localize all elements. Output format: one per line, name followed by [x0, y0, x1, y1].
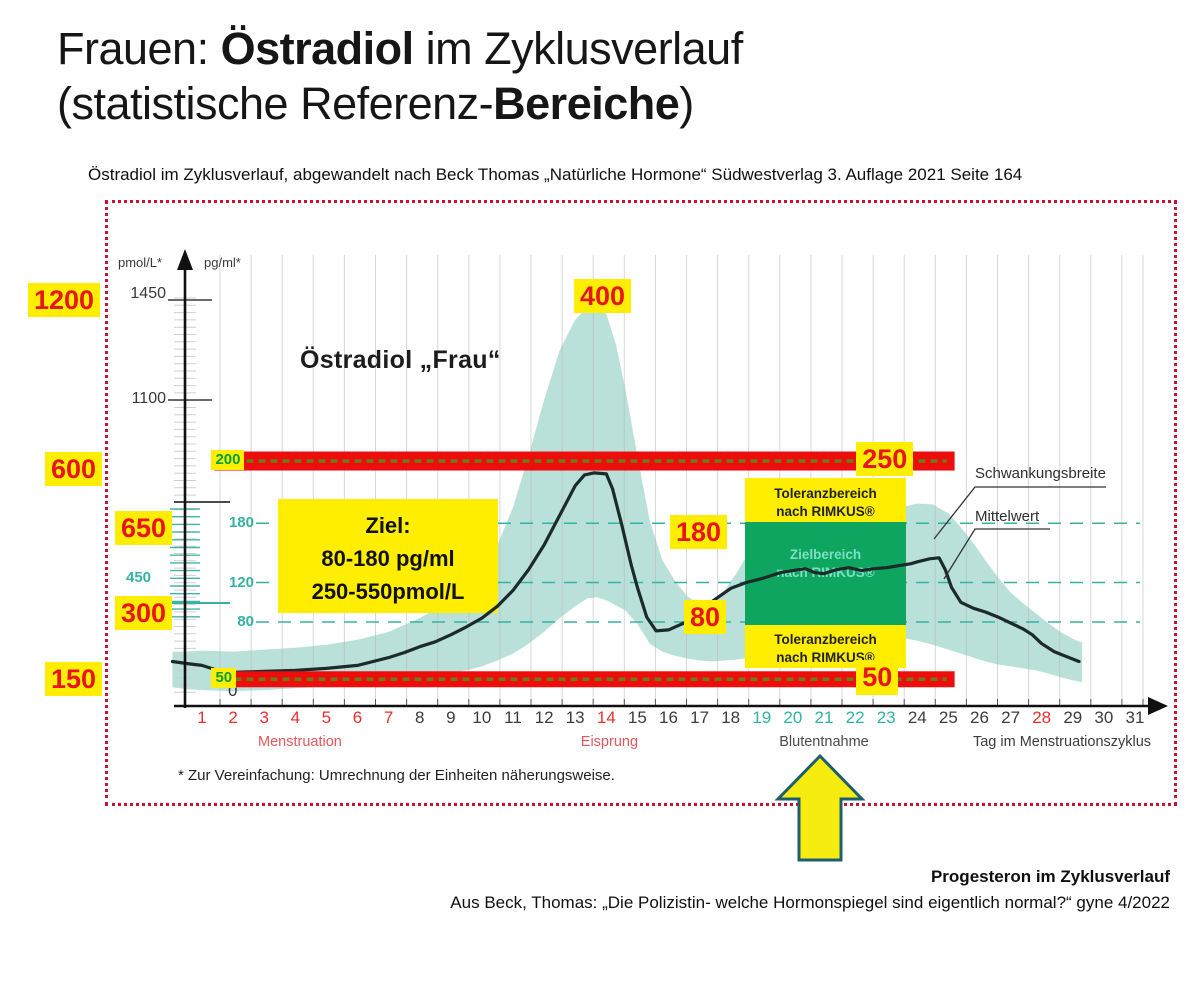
day-label-9: 9 — [446, 708, 456, 727]
side-label-600: 600 — [45, 452, 103, 487]
day-label-21: 21 — [814, 708, 834, 727]
day-label-13: 13 — [565, 708, 585, 727]
x-axis-title: Tag im Menstruationszyklus — [972, 734, 1152, 750]
day-label-2: 2 — [228, 708, 238, 727]
day-label-23: 23 — [876, 708, 896, 727]
tolerance-bottom-line2: nach RIMKUS® — [776, 649, 875, 665]
side-label-150: 150 — [45, 662, 103, 697]
day-label-5: 5 — [321, 708, 332, 727]
line-legend-label: Mittelwert — [975, 508, 1040, 525]
side-label-450: 450 — [126, 569, 152, 586]
page-title: Frauen: Östradiol im Zyklusverlauf (stat… — [57, 22, 743, 132]
title-part: im Zyklusverlauf — [413, 23, 744, 74]
target-range-box: Ziel: 80-180 pg/ml 250-550pmol/L — [278, 499, 498, 613]
day-label-22: 22 — [845, 708, 865, 727]
pmol-tick-label-1450: 1450 — [130, 285, 166, 303]
day-label-27: 27 — [1001, 708, 1021, 727]
source-subtitle: Östradiol im Zyklusverlauf, abgewandelt … — [88, 165, 1023, 184]
day-label-19: 19 — [752, 708, 772, 727]
tolerance-top-line2: nach RIMKUS® — [776, 503, 875, 519]
day-label-8: 8 — [414, 708, 425, 727]
side-label-1200: 1200 — [28, 283, 101, 318]
day-label-11: 11 — [504, 708, 522, 727]
tolerance-range-top-box: Toleranzbereich nach RIMKUS® — [745, 478, 906, 522]
title-part-bold: Östradiol — [220, 23, 415, 74]
phase-label-eisprung: Eisprung — [580, 734, 639, 750]
chart-label-layer: pmol/L* pg/ml* Östradiol „Frau“ 400 180 … — [108, 203, 1174, 803]
y-axis-unit-pg: pg/ml* — [204, 255, 241, 270]
chart-frame: Ziel: 80-180 pg/ml 250-550pmol/L Toleran… — [105, 200, 1177, 806]
band-legend-label: Schwankungsbreite — [975, 465, 1106, 482]
x-axis-arrowhead — [1148, 697, 1168, 715]
line-legend-callout — [943, 528, 1050, 580]
side-label-650: 650 — [115, 511, 173, 546]
pmol-tick-label-1100: 1100 — [131, 389, 166, 407]
bar-left-label-200: 200 — [211, 450, 245, 470]
day-label-10: 10 — [472, 708, 492, 727]
day-label-31: 31 — [1125, 708, 1145, 727]
title-part: Frauen: — [57, 23, 221, 74]
title-part-bold: Bereiche — [493, 77, 680, 129]
day-label-18: 18 — [721, 708, 741, 727]
pg-guide-label-120: 120 — [228, 573, 254, 591]
day-label-16: 16 — [659, 708, 678, 727]
day-label-30: 30 — [1094, 708, 1114, 727]
day-label-26: 26 — [970, 708, 989, 727]
title-part: (statistische Referenz- — [57, 77, 494, 129]
day-label-1: 1 — [197, 708, 207, 727]
phase-label-blutentnahme: Blutentnahme — [779, 734, 869, 750]
footer-source: Aus Beck, Thomas: „Die Polizistin- welch… — [450, 893, 1170, 912]
phase-label-menstruation: Menstruation — [258, 734, 342, 750]
day-label-6: 6 — [352, 708, 363, 727]
band-legend-callout — [933, 486, 1106, 540]
target-line3: 250-550pmol/L — [311, 579, 465, 604]
blood-draw-arrow-icon — [774, 753, 866, 862]
day-label-20: 20 — [783, 708, 803, 727]
day-label-7: 7 — [383, 708, 394, 727]
bar-left-label-50: 50 — [211, 668, 237, 688]
day-label-28: 28 — [1032, 708, 1052, 727]
day-label-29: 29 — [1063, 708, 1083, 727]
upper-target-value-label: 180 — [670, 515, 728, 550]
y-axis-unit-pmol: pmol/L* — [118, 255, 163, 270]
chart-inner-title: Östradiol „Frau“ — [300, 346, 501, 374]
day-label-14: 14 — [596, 708, 616, 727]
day-label-24: 24 — [907, 708, 927, 727]
rimkus-target-line1: Zielbereich — [789, 547, 862, 562]
day-label-12: 12 — [534, 708, 554, 727]
chart-canvas-top — [170, 249, 1168, 715]
bar-right-label-250: 250 — [856, 442, 914, 477]
bar-right-label-50: 50 — [856, 660, 899, 695]
day-label-4: 4 — [290, 708, 301, 727]
tolerance-bottom-line1: Toleranzbereich — [774, 632, 877, 647]
day-label-15: 15 — [627, 708, 647, 727]
pg-guide-label-80: 80 — [237, 613, 254, 630]
tolerance-range-bottom-box: Toleranzbereich nach RIMKUS® — [745, 625, 906, 668]
day-label-3: 3 — [259, 708, 269, 727]
pg-guide-label-180: 180 — [228, 514, 254, 532]
peak-value-label: 400 — [574, 279, 632, 314]
footnote: * Zur Vereinfachung: Umrechnung der Einh… — [178, 767, 615, 784]
day-label-25: 25 — [938, 708, 958, 727]
day-label-17: 17 — [690, 708, 710, 727]
title-part: ) — [679, 77, 694, 129]
target-line2: 80-180 pg/ml — [321, 546, 455, 571]
lower-target-value-label: 80 — [684, 600, 727, 635]
y-axis-zero-label: 0 — [228, 681, 238, 700]
side-label-300: 300 — [115, 596, 173, 631]
y-axis-arrowhead — [177, 249, 193, 270]
footer-next-topic: Progesteron im Zyklusverlauf — [930, 867, 1170, 886]
tolerance-top-line1: Toleranzbereich — [774, 486, 877, 501]
target-line1: Ziel: — [365, 513, 411, 538]
